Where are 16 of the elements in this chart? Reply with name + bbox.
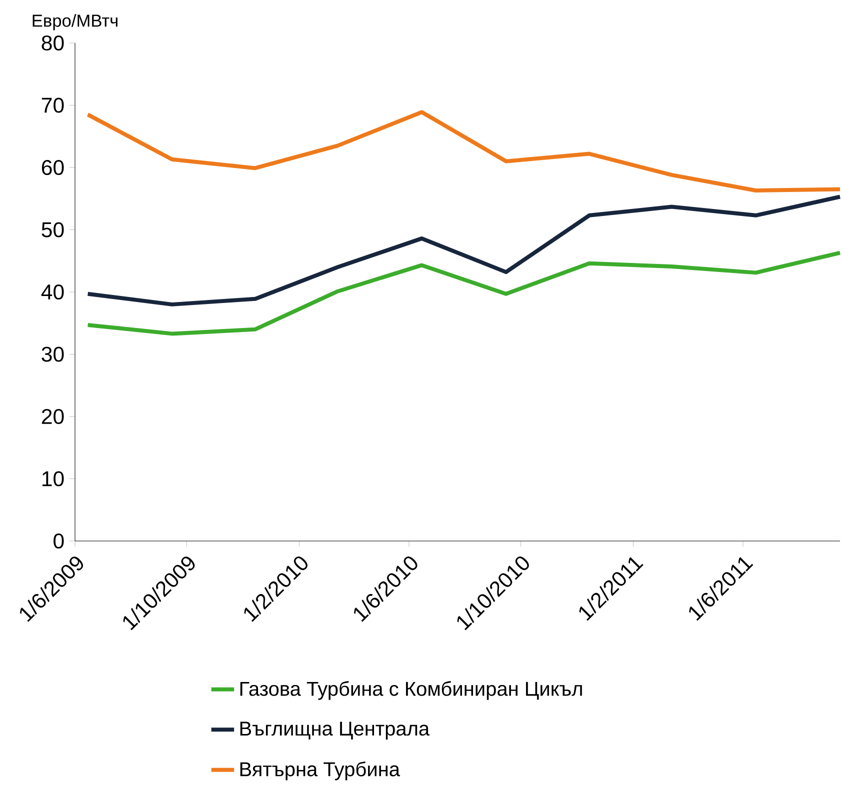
- y-tick-label: 20: [42, 408, 64, 424]
- y-tick-label: 60: [42, 160, 64, 176]
- line-series: [86, 250, 842, 336]
- y-tick-label: 30: [42, 346, 64, 362]
- legend-label: Газова Турбина с Комбиниран Цикъл: [240, 681, 582, 700]
- line-series: [86, 110, 842, 193]
- y-tick-label: 40: [41, 284, 64, 300]
- y-tick-label: 80: [42, 35, 64, 51]
- legend-label: Въглищна Централа: [240, 722, 430, 740]
- y-tick-label: 70: [42, 98, 64, 113]
- legend-label: Вятърна Турбина: [240, 761, 400, 780]
- y-tick-label: 50: [42, 222, 64, 238]
- y-axis-title: Евро/МВтч: [32, 14, 118, 30]
- y-tick-label: 10: [42, 471, 64, 486]
- y-tick-label: 0: [54, 533, 64, 549]
- line-series: [86, 194, 842, 306]
